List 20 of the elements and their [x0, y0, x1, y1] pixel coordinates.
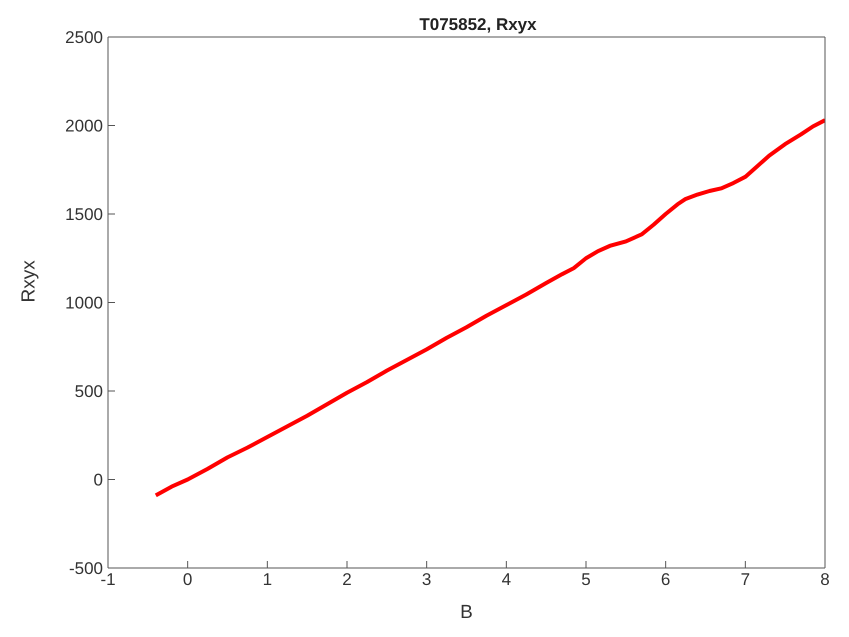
- x-tick-label: 0: [182, 570, 192, 590]
- x-tick-label: 6: [660, 570, 670, 590]
- x-tick-label: 4: [502, 570, 512, 590]
- x-tick-label: 1: [262, 570, 272, 590]
- y-tick-label: 2000: [65, 116, 103, 136]
- chart-title: T075852, Rxyx: [419, 15, 538, 34]
- y-tick-label: 500: [74, 382, 103, 402]
- x-tick-label: 3: [422, 570, 432, 590]
- y-axis-title: Rxyx: [18, 260, 40, 302]
- y-tick-label: -500: [68, 559, 103, 578]
- x-tick-label: 7: [740, 570, 750, 590]
- x-tick-label: 8: [820, 570, 830, 590]
- y-tick-label: 0: [94, 470, 103, 490]
- y-tick-label: 1500: [65, 205, 103, 224]
- line-series: [154, 118, 825, 498]
- x-tick-label: 5: [581, 570, 591, 590]
- y-tick-label: 2500: [65, 28, 103, 48]
- y-tick-label: 1000: [65, 294, 103, 313]
- x-tick-label: 2: [342, 570, 352, 590]
- x-axis-title: B: [460, 602, 473, 623]
